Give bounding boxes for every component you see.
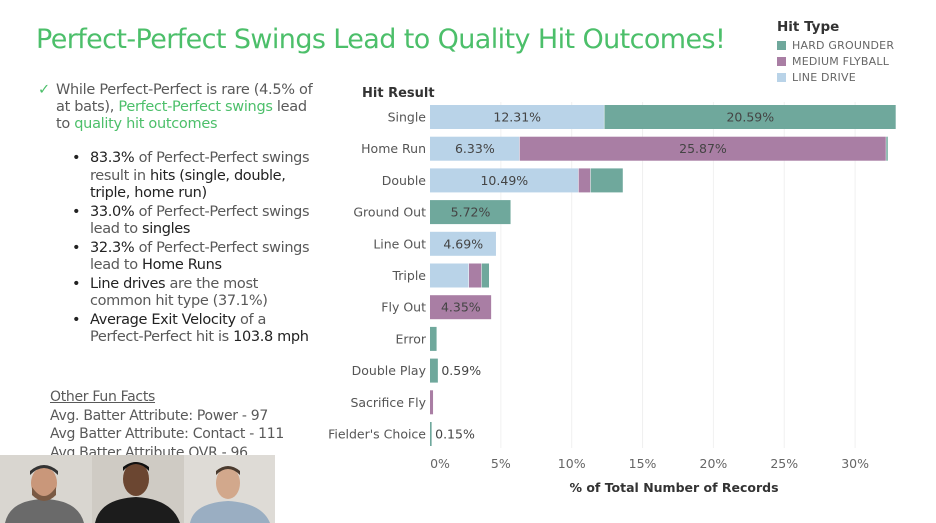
stats-list: 83.3% of Perfect-Perfect swings result i… — [72, 150, 312, 348]
person-1 — [5, 465, 84, 523]
legend-item-hard-grounder[interactable]: HARD GROUNDER — [777, 37, 894, 53]
legend-swatch — [777, 56, 786, 66]
category-label: Home Run — [361, 141, 426, 156]
data-label: 20.59% — [726, 110, 774, 125]
bar-segment-medium-flyball[interactable] — [430, 295, 492, 320]
x-tick-label: 0% — [430, 456, 450, 471]
intro-part: lead to — [56, 99, 307, 132]
fun-facts-heading: Other Fun Facts — [50, 389, 156, 405]
bar-segment-hard-grounder[interactable] — [481, 263, 490, 288]
category-label: Error — [396, 331, 427, 346]
bar-segment-medium-flyball[interactable] — [430, 390, 434, 415]
list-item: Line drives are the most common hit type… — [72, 276, 312, 311]
bar-segment-line-drive[interactable] — [430, 231, 496, 256]
intro-text: ✓ While Perfect-Perfect is rare (4.5% of… — [38, 82, 318, 133]
bar-segment-hard-grounder[interactable] — [430, 326, 437, 351]
data-label: 4.69% — [443, 236, 483, 251]
x-tick-label: 25% — [770, 456, 798, 471]
category-label: Single — [388, 110, 427, 125]
page-title: Perfect-Perfect Swings Lead to Quality H… — [36, 24, 726, 55]
category-label: Line Out — [373, 236, 426, 251]
list-item: 33.0% of Perfect-Perfect swings lead to … — [72, 204, 312, 239]
legend-item-medium-flyball[interactable]: MEDIUM FLYBALL — [777, 53, 894, 69]
bar-segment-hard-grounder[interactable] — [430, 422, 432, 446]
data-label: 12.31% — [493, 110, 541, 125]
bar-segment-medium-flyball[interactable] — [578, 168, 591, 193]
row-header: Hit Result — [362, 86, 435, 101]
person-3 — [190, 466, 270, 523]
webcam-video-feed — [0, 455, 275, 523]
bar-segment-line-drive[interactable] — [430, 263, 469, 288]
data-label: 0.59% — [441, 363, 481, 378]
x-tick-label: 30% — [841, 456, 869, 471]
bar-segment-hard-grounder[interactable] — [430, 200, 511, 225]
list-item: Average Exit Velocity of a Perfect-Perfe… — [72, 312, 312, 347]
intro-highlight: Perfect-Perfect swings — [118, 99, 273, 115]
category-label: Double Play — [352, 363, 427, 378]
bar-segment-hard-grounder[interactable] — [886, 136, 888, 161]
bar-segment-medium-flyball[interactable] — [519, 136, 886, 161]
category-label: Triple — [391, 268, 426, 283]
category-label: Double — [382, 173, 427, 188]
bar-segment-hard-grounder[interactable] — [604, 105, 896, 129]
category-label: Sacrifice Fly — [350, 395, 426, 410]
checkmark-icon: ✓ — [38, 82, 50, 98]
data-label: 10.49% — [480, 173, 528, 188]
bar-segment-medium-flyball[interactable] — [468, 263, 482, 288]
x-tick-label: 5% — [491, 456, 511, 471]
data-label: 25.87% — [679, 141, 727, 156]
fact-item: Avg. Batter Attribute: Power - 97 — [50, 407, 268, 424]
intro-part: While Perfect-Perfect is rare (4.5% of a… — [56, 82, 313, 115]
x-axis-title: % of Total Number of Records — [569, 480, 778, 495]
chart-legend: Hit Type HARD GROUNDER MEDIUM FLYBALL LI… — [777, 19, 894, 85]
data-label: 6.33% — [455, 141, 495, 156]
intro-highlight: quality hit outcomes — [74, 116, 218, 132]
x-tick-label: 15% — [629, 456, 657, 471]
bar-segment-line-drive[interactable] — [430, 105, 604, 129]
bar-segment-hard-grounder[interactable] — [590, 168, 623, 193]
legend-title: Hit Type — [777, 19, 840, 35]
category-label: Fielder's Choice — [328, 427, 426, 442]
legend-swatch — [777, 40, 786, 50]
data-label: 0.15% — [435, 427, 475, 442]
bar-segment-line-drive[interactable] — [430, 136, 520, 161]
data-label: 5.72% — [451, 205, 491, 220]
person-2 — [95, 462, 180, 523]
legend-swatch — [777, 72, 786, 82]
data-label: 4.35% — [441, 300, 481, 315]
legend-item-line-drive[interactable]: LINE DRIVE — [777, 69, 894, 85]
bar-segment-hard-grounder[interactable] — [430, 358, 438, 383]
x-tick-label: 10% — [558, 456, 586, 471]
list-item: 83.3% of Perfect-Perfect swings result i… — [72, 150, 312, 203]
list-item: 32.3% of Perfect-Perfect swings lead to … — [72, 240, 312, 275]
category-label: Fly Out — [381, 300, 426, 315]
fact-item: Avg Batter Attribute: Contact - 111 — [50, 426, 284, 442]
x-tick-label: 20% — [700, 456, 728, 471]
category-label: Ground Out — [353, 205, 426, 220]
bar-segment-line-drive[interactable] — [430, 168, 579, 193]
